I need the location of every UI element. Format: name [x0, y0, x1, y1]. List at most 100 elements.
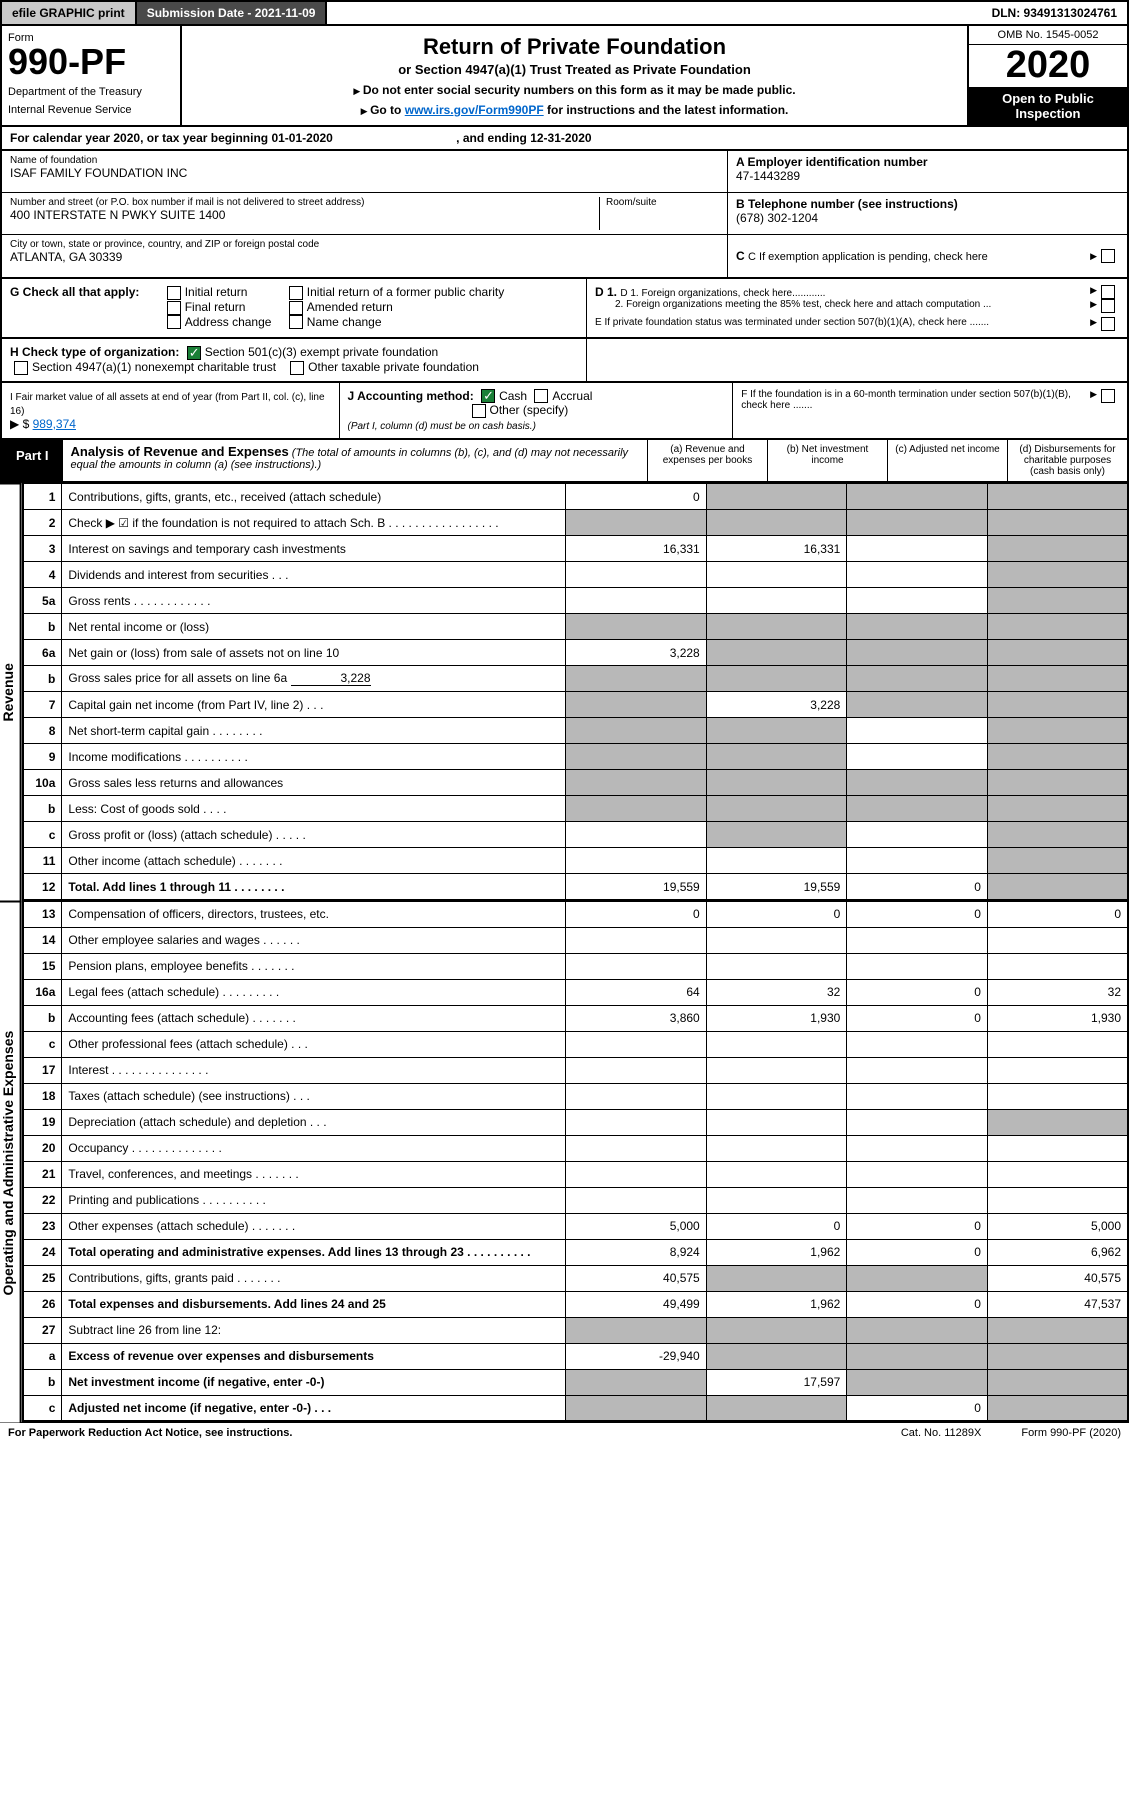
room-label: Room/suite — [606, 197, 719, 208]
j-label: J Accounting method: — [348, 389, 474, 403]
table-row: 9Income modifications . . . . . . . . . … — [23, 744, 1128, 770]
table-row: 7Capital gain net income (from Part IV, … — [23, 692, 1128, 718]
col-c-header: (c) Adjusted net income — [887, 440, 1007, 481]
g-amended[interactable] — [289, 301, 303, 315]
table-row: 19Depreciation (attach schedule) and dep… — [23, 1109, 1128, 1135]
j-cash[interactable] — [481, 389, 495, 403]
g-name-change[interactable] — [289, 315, 303, 329]
i-fmv: 989,374 — [33, 417, 76, 431]
table-row: 4Dividends and interest from securities … — [23, 562, 1128, 588]
goto-note: Go to www.irs.gov/Form990PF for instruct… — [190, 103, 959, 117]
address: 400 INTERSTATE N PWKY SUITE 1400 — [10, 208, 599, 222]
table-row: 10aGross sales less returns and allowanc… — [23, 770, 1128, 796]
table-row: 13Compensation of officers, directors, t… — [23, 901, 1128, 927]
d1-checkbox[interactable] — [1101, 285, 1115, 299]
g-final-return[interactable] — [167, 301, 181, 315]
dln: DLN: 93491313024761 — [982, 2, 1127, 24]
f-checkbox[interactable] — [1101, 389, 1115, 403]
g-label: G Check all that apply: — [10, 285, 139, 299]
name-label: Name of foundation — [10, 155, 719, 166]
h-501c3[interactable] — [187, 346, 201, 360]
e-checkbox[interactable] — [1101, 317, 1115, 331]
j-note: (Part I, column (d) must be on cash basi… — [348, 421, 536, 432]
omb-number: OMB No. 1545-0052 — [969, 26, 1127, 45]
c-checkbox[interactable] — [1101, 249, 1115, 263]
table-row: 1Contributions, gifts, grants, etc., rec… — [23, 484, 1128, 510]
addr-label: Number and street (or P.O. box number if… — [10, 197, 599, 208]
form-subtitle: or Section 4947(a)(1) Trust Treated as P… — [190, 62, 959, 77]
col-d-header: (d) Disbursements for charitable purpose… — [1007, 440, 1127, 481]
table-row: 15Pension plans, employee benefits . . .… — [23, 953, 1128, 979]
table-row: 2Check ▶ ☑ if the foundation is not requ… — [23, 510, 1128, 536]
tel-label: B Telephone number (see instructions) — [736, 197, 1119, 211]
tax-year: 2020 — [969, 45, 1127, 87]
table-row: 3Interest on savings and temporary cash … — [23, 536, 1128, 562]
table-row: 24Total operating and administrative exp… — [23, 1239, 1128, 1265]
table-row: aExcess of revenue over expenses and dis… — [23, 1343, 1128, 1369]
col-b-header: (b) Net investment income — [767, 440, 887, 481]
i-label: I Fair market value of all assets at end… — [10, 392, 325, 417]
page-footer: For Paperwork Reduction Act Notice, see … — [0, 1422, 1129, 1443]
form-title: Return of Private Foundation — [190, 34, 959, 60]
table-row: 25Contributions, gifts, grants paid . . … — [23, 1265, 1128, 1291]
d2-checkbox[interactable] — [1101, 299, 1115, 313]
telephone: (678) 302-1204 — [736, 211, 1119, 225]
table-row: cOther professional fees (attach schedul… — [23, 1031, 1128, 1057]
table-row: 20Occupancy . . . . . . . . . . . . . . — [23, 1135, 1128, 1161]
j-accrual[interactable] — [534, 389, 548, 403]
ein-label: A Employer identification number — [736, 155, 1119, 169]
irs-link[interactable]: www.irs.gov/Form990PF — [405, 103, 544, 117]
table-row: 22Printing and publications . . . . . . … — [23, 1187, 1128, 1213]
city-state-zip: ATLANTA, GA 30339 — [10, 250, 719, 264]
top-bar: efile GRAPHIC print Submission Date - 20… — [0, 0, 1129, 26]
table-row: bGross sales price for all assets on lin… — [23, 666, 1128, 692]
entity-info: Name of foundation ISAF FAMILY FOUNDATIO… — [0, 151, 1129, 279]
col-a-header: (a) Revenue and expenses per books — [647, 440, 767, 481]
f-60month: F If the foundation is in a 60-month ter… — [741, 389, 1090, 411]
table-row: 14Other employee salaries and wages . . … — [23, 927, 1128, 953]
revenue-section: Revenue 1Contributions, gifts, grants, e… — [0, 483, 1129, 901]
g-initial-return[interactable] — [167, 286, 181, 300]
table-row: 16aLegal fees (attach schedule) . . . . … — [23, 979, 1128, 1005]
d1-foreign: D 1. D 1. Foreign organizations, check h… — [595, 285, 1090, 299]
j-other[interactable] — [472, 404, 486, 418]
form-ref: Form 990-PF (2020) — [1021, 1427, 1121, 1439]
revenue-vertical-label: Revenue — [0, 483, 22, 901]
table-row: bNet investment income (if negative, ent… — [23, 1369, 1128, 1395]
foundation-name: ISAF FAMILY FOUNDATION INC — [10, 166, 719, 180]
paperwork-notice: For Paperwork Reduction Act Notice, see … — [8, 1427, 292, 1439]
cat-no: Cat. No. 11289X — [901, 1427, 982, 1439]
calendar-year-row: For calendar year 2020, or tax year begi… — [0, 127, 1129, 151]
table-row: 17Interest . . . . . . . . . . . . . . . — [23, 1057, 1128, 1083]
table-row: 23Other expenses (attach schedule) . . .… — [23, 1213, 1128, 1239]
table-row: 5aGross rents . . . . . . . . . . . . — [23, 588, 1128, 614]
ein: 47-1443289 — [736, 169, 1119, 183]
part1-header: Part I Analysis of Revenue and Expenses … — [0, 440, 1129, 483]
table-row: 18Taxes (attach schedule) (see instructi… — [23, 1083, 1128, 1109]
city-label: City or town, state or province, country… — [10, 239, 719, 250]
part1-badge: Part I — [2, 440, 63, 481]
efile-label[interactable]: efile GRAPHIC print — [2, 2, 137, 24]
table-row: 6aNet gain or (loss) from sale of assets… — [23, 640, 1128, 666]
irs-label: Internal Revenue Service — [8, 104, 174, 116]
ssn-warning: Do not enter social security numbers on … — [190, 83, 959, 97]
table-row: bAccounting fees (attach schedule) . . .… — [23, 1005, 1128, 1031]
submission-date: Submission Date - 2021-11-09 — [137, 2, 328, 24]
dept-treasury: Department of the Treasury — [8, 86, 174, 98]
table-row: 12Total. Add lines 1 through 11 . . . . … — [23, 874, 1128, 900]
table-row: 21Travel, conferences, and meetings . . … — [23, 1161, 1128, 1187]
h-4947[interactable] — [14, 361, 28, 375]
table-row: 11Other income (attach schedule) . . . .… — [23, 848, 1128, 874]
h-other-taxable[interactable] — [290, 361, 304, 375]
revenue-table: 1Contributions, gifts, grants, etc., rec… — [22, 483, 1129, 901]
table-row: 27Subtract line 26 from line 12: — [23, 1317, 1128, 1343]
h-label: H Check type of organization: — [10, 345, 179, 359]
h-row: H Check type of organization: Section 50… — [0, 339, 1129, 383]
table-row: 26Total expenses and disbursements. Add … — [23, 1291, 1128, 1317]
g-address-change[interactable] — [167, 315, 181, 329]
ijf-row: I Fair market value of all assets at end… — [0, 383, 1129, 441]
form-number: 990-PF — [8, 44, 174, 80]
g-initial-public[interactable] — [289, 286, 303, 300]
expense-section: Operating and Administrative Expenses 13… — [0, 901, 1129, 1423]
expense-vertical-label: Operating and Administrative Expenses — [0, 901, 22, 1423]
